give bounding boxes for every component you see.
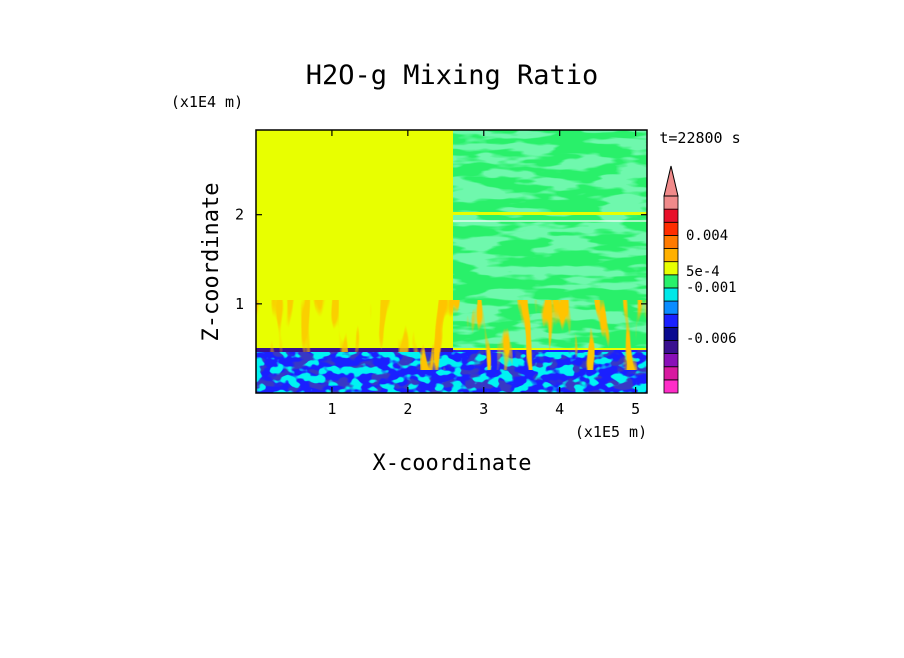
colorbar-swatch <box>663 340 679 355</box>
colorbar-swatch <box>663 234 679 249</box>
x-unit-label: (x1E5 m) <box>575 423 647 441</box>
colorbar-swatch <box>663 248 679 263</box>
colorbar-swatch <box>663 300 679 315</box>
x-ticks: 1 2 3 4 5 <box>327 130 640 418</box>
colorbar-label: -0.001 <box>686 280 737 296</box>
colorbar-extend-arrow <box>663 165 679 197</box>
colorbar-swatch <box>663 208 679 223</box>
colorbar-swatch <box>663 261 679 276</box>
colorbar-swatch <box>663 195 679 210</box>
x-tick-label: 2 <box>403 400 412 418</box>
layer-band-upper <box>453 212 647 215</box>
x-tick-label: 3 <box>479 400 488 418</box>
colorbar-swatch <box>663 326 679 341</box>
y-tick-label: 2 <box>235 206 244 224</box>
x-tick-label: 5 <box>631 400 640 418</box>
plot-frame <box>255 129 648 394</box>
x-tick-label: 1 <box>327 400 336 418</box>
y-unit-label: (x1E4 m) <box>171 93 243 111</box>
colorbar-swatch <box>663 353 679 368</box>
time-label: t=22800 s <box>659 129 740 147</box>
colorbar-label: -0.006 <box>686 331 737 347</box>
colorbar: 0.004 5e-4-0.001 -0.006 <box>663 165 737 394</box>
colorbar-swatch <box>663 221 679 236</box>
colorbar-swatch <box>663 274 679 289</box>
layer-band-lower <box>453 220 647 222</box>
y-tick-label: 1 <box>235 295 244 313</box>
chart-title: H2O-g Mixing Ratio <box>306 60 599 91</box>
colorbar-label: 5e-4 <box>686 264 720 280</box>
colorbar-swatch <box>663 287 679 302</box>
plumes-left <box>256 300 453 352</box>
colorbar-swatch <box>663 379 679 394</box>
y-axis-label: Z-coordinate <box>199 183 224 342</box>
x-tick-label: 4 <box>555 400 564 418</box>
y-ticks: 12 <box>235 206 647 313</box>
convective-plumes <box>420 300 647 370</box>
plot-area <box>256 130 647 393</box>
colorbar-swatch <box>663 313 679 328</box>
x-axis-label: X-coordinate <box>373 451 532 476</box>
colorbar-label: 0.004 <box>686 228 728 244</box>
colorbar-swatch <box>663 366 679 381</box>
